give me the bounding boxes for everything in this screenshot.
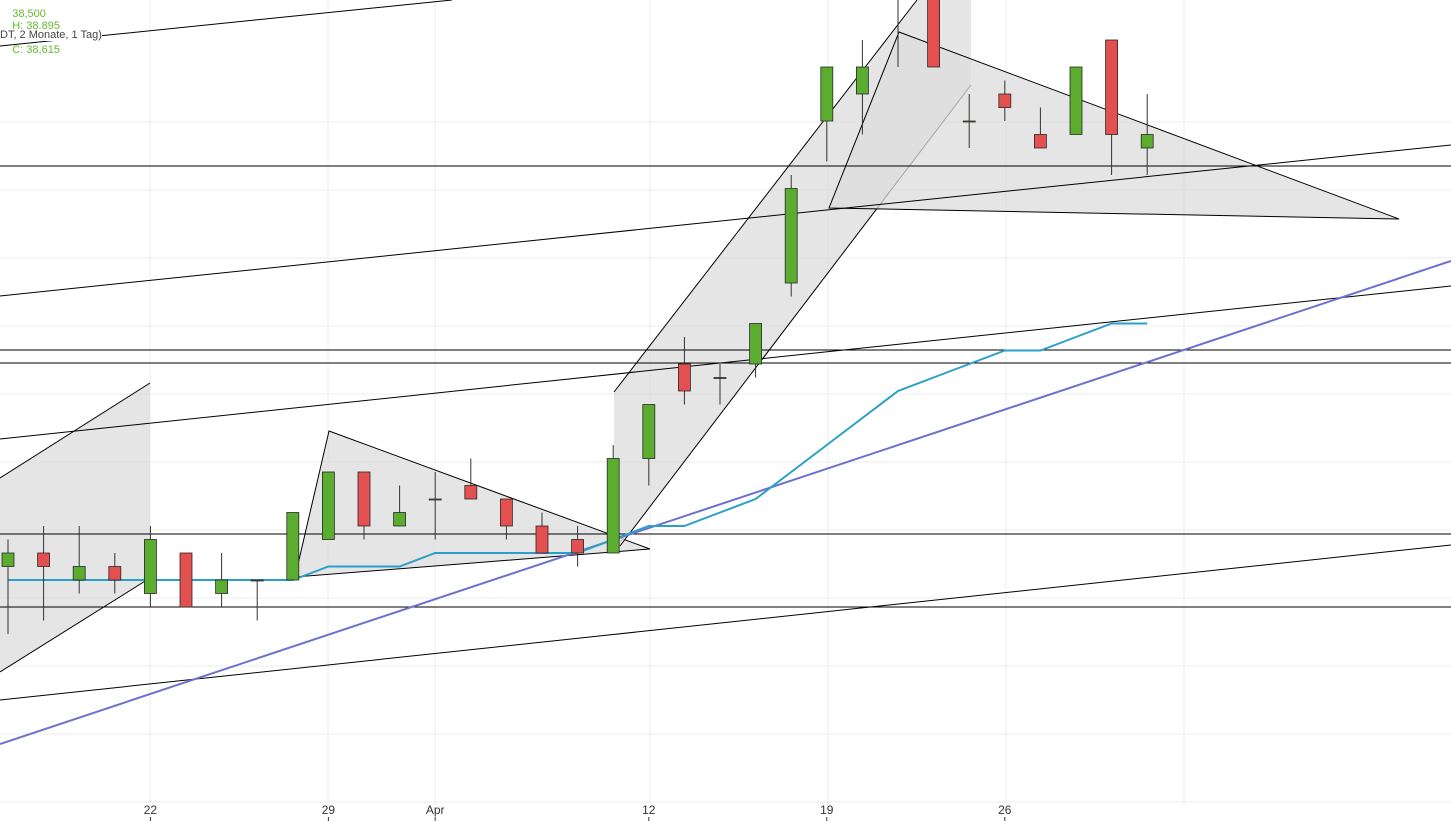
- candle-body-up: [72, 566, 86, 581]
- candle-body-up: [215, 579, 229, 594]
- candle: [784, 175, 798, 297]
- candle-body-down: [108, 566, 122, 581]
- candle-body-up: [250, 579, 264, 582]
- candle-body-up: [1140, 134, 1154, 149]
- candles: [1, 0, 1154, 634]
- candle: [215, 553, 229, 607]
- candle: [286, 512, 300, 581]
- candle: [606, 445, 620, 554]
- candle-body-up: [428, 498, 442, 501]
- candle: [678, 337, 691, 405]
- candle: [927, 0, 940, 68]
- candle: [1, 539, 15, 634]
- candle-body-down: [37, 552, 50, 567]
- candle: [499, 498, 513, 540]
- candle-body-up: [749, 323, 762, 365]
- candle: [250, 579, 264, 621]
- candle: [357, 471, 371, 540]
- ohlc-open: 38,500: [12, 8, 46, 20]
- channel-line: [613, 0, 918, 393]
- candle: [571, 526, 584, 567]
- candle-body-up: [856, 66, 869, 95]
- candle: [37, 526, 50, 621]
- candle-body-down: [1034, 134, 1047, 149]
- candle-body-up: [393, 512, 407, 527]
- candle: [535, 512, 549, 554]
- x-tick-label: 26: [998, 803, 1012, 817]
- trend-line-blue: [0, 260, 1451, 745]
- candle: [72, 526, 86, 594]
- candle: [108, 553, 122, 594]
- candle-body-up: [962, 120, 976, 123]
- candle-body-up: [713, 377, 727, 379]
- trend-line: [0, 144, 1451, 297]
- candle-body-up: [1069, 66, 1083, 135]
- candle-body-down: [1105, 39, 1118, 135]
- candle: [897, 0, 899, 67]
- candle-body-down: [357, 471, 371, 527]
- candle-body-down: [571, 539, 584, 554]
- candle-body-up: [143, 539, 157, 594]
- candle-body-down: [499, 498, 513, 527]
- trend-line: [0, 544, 1451, 701]
- candle: [143, 526, 157, 607]
- candle: [749, 323, 762, 378]
- x-axis: 22 29 Apr 12 19 26: [144, 803, 1012, 821]
- candle: [642, 404, 656, 486]
- candle-body-down: [678, 363, 691, 392]
- candle: [1069, 66, 1083, 135]
- candle-body-down: [998, 93, 1012, 108]
- candle: [962, 94, 976, 148]
- candle: [464, 458, 478, 500]
- x-tick-label: Apr: [426, 803, 445, 817]
- candle: [820, 66, 834, 162]
- candle-body-down: [535, 525, 549, 554]
- x-tick-label: 12: [642, 803, 656, 817]
- candle: [321, 471, 335, 540]
- candle: [428, 472, 442, 540]
- candle: [393, 485, 407, 527]
- x-tick-label: 22: [144, 803, 158, 817]
- candle: [1140, 94, 1154, 175]
- candle-body-up: [286, 512, 300, 581]
- drawings: [0, 0, 1451, 745]
- candle-body-up: [820, 66, 834, 122]
- candle-body-up: [1, 552, 15, 567]
- x-tick-label: 19: [820, 803, 834, 817]
- candle: [1105, 39, 1118, 175]
- ohlc-close: C: 38,615: [12, 44, 60, 56]
- candle-body-down: [927, 0, 940, 68]
- candle: [713, 364, 727, 405]
- candle-body-up: [321, 471, 335, 540]
- channel-line: [0, 577, 151, 673]
- x-tick-label: 29: [322, 803, 336, 817]
- candle: [998, 80, 1012, 121]
- channel-shape: [0, 383, 150, 672]
- candle: [1034, 107, 1047, 149]
- trend-line: [0, 285, 1451, 440]
- triangle-shape: [294, 430, 651, 578]
- candle-body-down: [179, 552, 193, 608]
- chart-subtitle: DT, 2 Monate, 1 Tag): [0, 29, 102, 41]
- candle: [179, 552, 193, 608]
- candle: [856, 40, 869, 135]
- candle-body-up: [606, 458, 620, 554]
- candle-body-up: [784, 188, 798, 284]
- channel-line: [0, 382, 151, 479]
- candle-body-down: [464, 485, 478, 500]
- candle-body-up: [642, 404, 656, 459]
